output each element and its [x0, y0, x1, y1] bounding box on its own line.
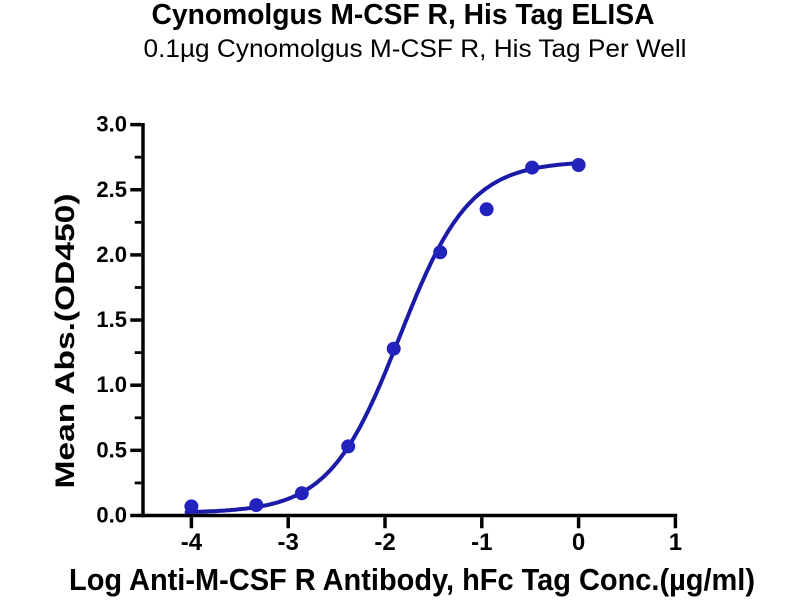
y-tick-label: 0.5 — [96, 437, 127, 462]
y-tick-label: 3.0 — [96, 112, 127, 137]
data-point — [294, 486, 309, 501]
x-tick-label: -2 — [374, 529, 395, 556]
data-point — [249, 498, 264, 513]
y-axis-label: Mean Abs.(OD450) — [50, 194, 80, 489]
chart-subtitle: 0.1µg Cynomolgus M-CSF R, His Tag Per We… — [144, 35, 687, 63]
fit-curve — [184, 161, 580, 515]
data-point — [433, 245, 448, 260]
data-point — [341, 439, 356, 454]
y-tick-label: 0.0 — [96, 503, 127, 528]
data-point — [386, 341, 401, 356]
x-tick-label: -4 — [181, 529, 203, 556]
x-tick-label: -1 — [471, 529, 492, 556]
data-point — [184, 499, 199, 514]
x-tick-label: 0 — [572, 529, 585, 556]
y-tick-label: 2.5 — [96, 177, 127, 202]
data-point — [571, 158, 586, 172]
x-tick-label: 1 — [669, 529, 682, 556]
y-tick-label: 1.5 — [96, 307, 127, 332]
y-tick-label: 2.0 — [96, 242, 127, 267]
x-axis-label: Log Anti-M-CSF R Antibody, hFc Tag Conc.… — [69, 562, 755, 597]
data-point — [479, 202, 494, 217]
chart-title: Cynomolgus M-CSF R, His Tag ELISA — [152, 0, 655, 31]
data-point — [525, 160, 540, 175]
y-tick-label: 1.0 — [96, 372, 127, 397]
x-tick-label: -3 — [278, 529, 299, 556]
